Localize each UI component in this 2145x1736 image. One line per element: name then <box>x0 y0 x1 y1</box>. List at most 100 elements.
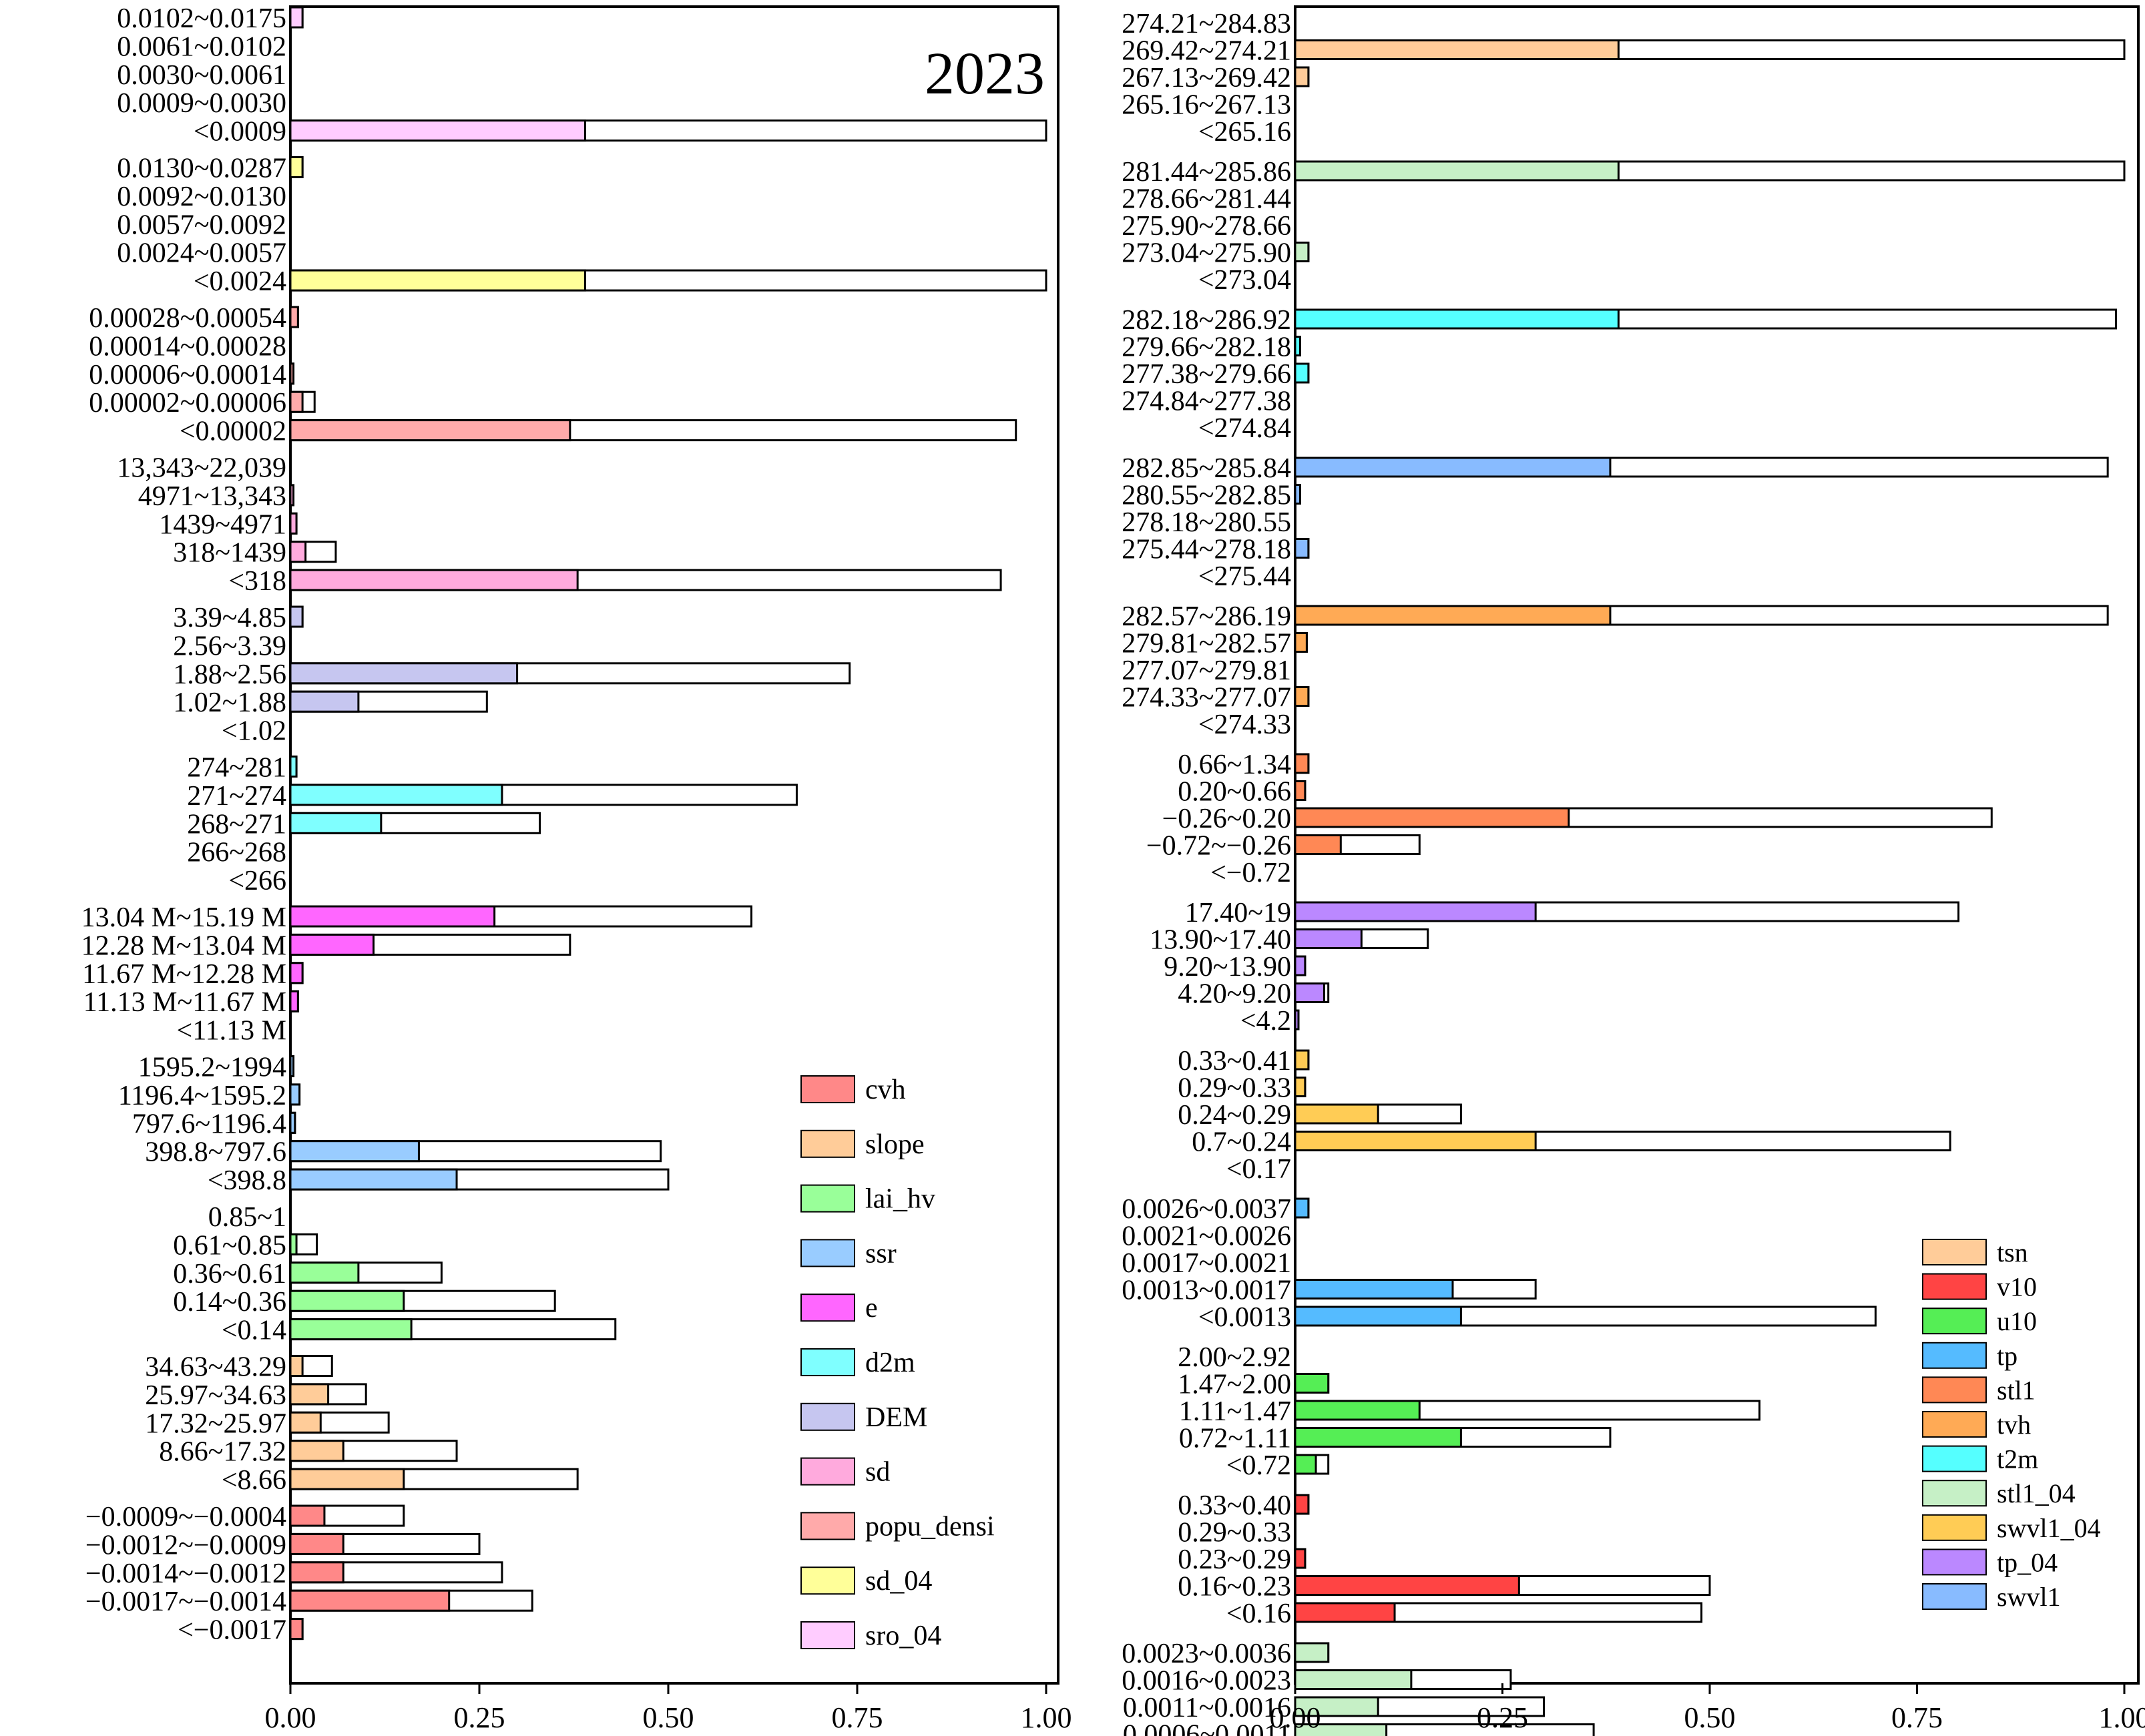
bar-category-label: 278.18~280.55 <box>1122 507 1291 538</box>
legend-label: e <box>865 1293 878 1324</box>
bar-value <box>289 119 586 142</box>
x-tick-label: 0.50 <box>1684 1701 1736 1734</box>
legend-label: swvl1_04 <box>1997 1513 2101 1543</box>
bar-category-label: 0.16~0.23 <box>1178 1572 1291 1603</box>
bar-category-label: <1.02 <box>222 716 286 747</box>
bar-category-label: −0.0017~−0.0014 <box>85 1586 286 1617</box>
legend-swatch <box>800 1129 855 1158</box>
x-tick-label: 0.25 <box>1477 1701 1528 1734</box>
bar-category-label: 0.0102~0.0175 <box>117 3 286 34</box>
bar-value <box>1294 160 1620 182</box>
legend-swatch <box>800 1184 855 1213</box>
legend-swatch <box>800 1402 855 1431</box>
bar-category-label: <0.72 <box>1226 1450 1291 1481</box>
legend-label: cvh <box>865 1075 906 1105</box>
legend-swatch <box>1922 1342 1987 1369</box>
bar-category-label: 277.07~279.81 <box>1122 655 1291 686</box>
bar-category-label: 8.66~17.32 <box>159 1437 286 1468</box>
bar-category-label: 13.04 M~15.19 M <box>81 902 286 933</box>
bar-category-label: 1.47~2.00 <box>1178 1370 1291 1400</box>
legend-label: lai_hv <box>865 1184 935 1215</box>
bar-category-label: <4.2 <box>1240 1006 1291 1037</box>
bar-value <box>1294 457 1612 478</box>
bar-value <box>289 362 295 385</box>
bar-category-label: <0.16 <box>1226 1599 1291 1629</box>
bar-value <box>289 1233 298 1255</box>
bar-value <box>289 784 503 806</box>
bar-category-label: 281.44~285.86 <box>1122 157 1291 188</box>
bar-category-label: 11.13 M~11.67 M <box>83 987 286 1018</box>
bar-category-label: −0.26~0.20 <box>1162 804 1291 834</box>
bar-category-label: 1595.2~1994 <box>138 1053 286 1083</box>
bar-value <box>1294 308 1620 330</box>
x-tick-label: 1.00 <box>2099 1701 2145 1734</box>
legend-swatch <box>1922 1514 1987 1541</box>
bar-value <box>289 1532 344 1555</box>
bar-value <box>289 605 304 628</box>
x-tick-label: 1.00 <box>1021 1701 1072 1734</box>
bar-category-label: <398.8 <box>208 1165 286 1196</box>
bar-value <box>1294 686 1310 707</box>
bar-category-label: 275.44~278.18 <box>1122 535 1291 565</box>
bar-category-label: 277.38~279.66 <box>1122 359 1291 390</box>
x-tick-label: 0.75 <box>1891 1701 1943 1734</box>
legend-label: u10 <box>1997 1306 2037 1336</box>
bar-value <box>289 1168 458 1191</box>
bar-value <box>289 156 304 178</box>
bar-value <box>289 419 571 442</box>
legend-swatch <box>1922 1411 1987 1438</box>
bar-value <box>289 756 298 778</box>
legend-label: sd_04 <box>865 1566 932 1597</box>
bar-value <box>1294 901 1537 922</box>
bar-category-label: 0.36~0.61 <box>173 1259 286 1289</box>
bar-value <box>1294 1197 1310 1219</box>
bar-category-label: 1439~4971 <box>159 509 286 540</box>
bar-category-label: −0.0012~−0.0009 <box>85 1530 286 1560</box>
bar-value <box>289 1140 420 1163</box>
bar-category-label: 0.0016~0.0023 <box>1122 1666 1291 1697</box>
bar-value <box>289 512 298 535</box>
bar-category-label: 282.85~285.84 <box>1122 453 1291 484</box>
bar-value <box>1294 780 1306 801</box>
bar-value <box>289 1504 326 1527</box>
bar-category-label: 265.16~267.13 <box>1122 90 1291 121</box>
bar-category-label: 17.32~25.97 <box>145 1408 286 1439</box>
bar-category-label: <0.0024 <box>194 266 286 297</box>
legend-swatch <box>1922 1480 1987 1507</box>
bar-category-label: 12.28 M~13.04 M <box>81 930 286 961</box>
bar-value <box>289 569 579 591</box>
bar-category-label: 275.90~278.66 <box>1122 211 1291 242</box>
legend-label: tvh <box>1997 1410 2031 1440</box>
legend-swatch <box>1922 1376 1987 1404</box>
bar-category-label: 282.18~286.92 <box>1122 305 1291 336</box>
legend-label: tsn <box>1997 1237 2028 1267</box>
legend-label: ssr <box>865 1238 897 1269</box>
bar-category-label: <−0.0017 <box>178 1615 286 1646</box>
bar-category-label: 0.33~0.41 <box>1178 1046 1291 1077</box>
bar-category-label: 0.0030~0.0061 <box>117 60 286 91</box>
bar-category-label: −0.0014~−0.0012 <box>85 1558 286 1589</box>
bar-category-label: 17.40~19 <box>1185 898 1291 928</box>
legend-swatch <box>1922 1308 1987 1335</box>
legend-swatch <box>1922 1445 1987 1472</box>
bar-category-label: 282.57~286.19 <box>1122 601 1291 632</box>
x-tick-label: 0.00 <box>1270 1701 1321 1734</box>
bar-category-label: 278.66~281.44 <box>1122 184 1291 215</box>
bar-value <box>1294 1723 1388 1736</box>
bar-category-label: 0.0011~0.0016 <box>1123 1693 1291 1723</box>
bar-value <box>289 1411 322 1434</box>
bar-category-label: 0.0061~0.0102 <box>117 31 286 62</box>
bar-value <box>1294 1400 1421 1421</box>
x-tick-label: 0.75 <box>832 1701 883 1734</box>
bar-category-label: 279.81~282.57 <box>1122 629 1291 659</box>
legend-label: stl1 <box>1997 1375 2036 1405</box>
bar-value <box>289 990 299 1012</box>
bar-value <box>289 269 586 292</box>
bar-category-label: <0.14 <box>222 1316 286 1346</box>
legend-label: tp <box>1997 1341 2017 1371</box>
bar-category-label: −0.72~−0.26 <box>1146 831 1291 862</box>
bar-value <box>1294 928 1363 949</box>
bar-category-label: 797.6~1196.4 <box>132 1109 286 1139</box>
